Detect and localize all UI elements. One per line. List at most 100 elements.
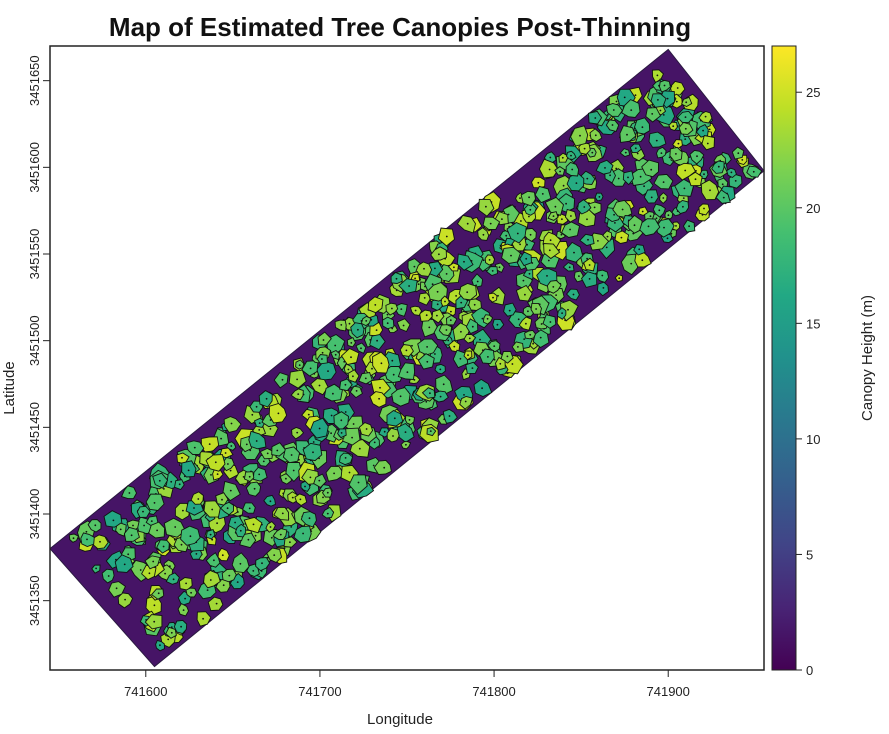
tree-top-point (152, 560, 155, 563)
tree-top-point (247, 538, 250, 541)
tree-top-point (549, 239, 552, 242)
tree-top-point (236, 581, 239, 583)
tree-top-point (170, 631, 173, 634)
tree-crown (369, 334, 386, 351)
tree-top-point (228, 574, 231, 577)
tree-top-point (636, 152, 639, 155)
tree-top-point (400, 308, 403, 310)
tree-crown (619, 125, 637, 143)
y-tick-label: 3451600 (27, 142, 42, 193)
tree-crown (580, 170, 596, 185)
tree-top-point (594, 134, 597, 137)
tree-top-point (643, 185, 645, 188)
tree-top-point (598, 196, 601, 198)
tree-top-point (269, 428, 272, 430)
tree-crown (321, 506, 335, 519)
tree-crown (421, 387, 436, 399)
tree-top-point (650, 168, 653, 171)
tree-top-point (594, 117, 597, 119)
tree-top-point (167, 638, 170, 641)
tree-top-point (405, 349, 408, 352)
tree-top-point (587, 238, 589, 241)
tree-top-point (216, 522, 219, 525)
tree-crown (478, 198, 495, 217)
tree-top-point (627, 176, 629, 179)
tree-crown (566, 172, 585, 192)
tree-top-point (423, 297, 426, 299)
tree-crown (342, 427, 361, 446)
tree-top-point (634, 147, 637, 150)
tree-top-point (467, 354, 469, 356)
tree-top-point (650, 196, 653, 199)
tree-top-point (322, 339, 325, 341)
tree-top-point (529, 333, 532, 336)
tree-top-point (262, 460, 265, 463)
tree-top-point (139, 569, 142, 571)
tree-top-point (414, 309, 417, 312)
tree-top-point (448, 415, 451, 417)
tree-top-point (326, 512, 329, 515)
tree-top-point (634, 94, 637, 97)
tree-top-point (187, 469, 190, 472)
tree-top-point (211, 508, 214, 511)
tree-top-point (662, 197, 665, 199)
tree-top-point (252, 570, 255, 572)
tree-crown (641, 159, 659, 178)
tree-top-point (386, 322, 389, 325)
tree-top-point (343, 360, 346, 363)
tree-top-point (333, 472, 335, 475)
tree-top-point (529, 233, 532, 236)
tree-top-point (222, 584, 225, 587)
tree-top-point (190, 591, 193, 594)
tree-top-point (273, 554, 276, 556)
tree-top-point (221, 554, 224, 557)
tree-top-point (130, 534, 133, 537)
tree-crown (103, 510, 123, 528)
tree-top-point (588, 278, 591, 280)
tree-top-point (667, 214, 670, 217)
tree-top-point (445, 235, 448, 238)
tree-top-point (413, 379, 416, 381)
tree-top-point (423, 267, 425, 270)
tree-top-point (463, 260, 465, 263)
tree-crown (597, 281, 609, 297)
tree-top-point (402, 324, 405, 327)
tree-top-point (541, 193, 544, 195)
tree-top-point (491, 270, 494, 272)
tree-top-point (170, 480, 173, 483)
tree-top-point (730, 171, 733, 174)
tree-top-point (383, 430, 386, 433)
x-tick-label: 741900 (647, 684, 690, 699)
tree-top-point (482, 233, 485, 236)
tree-top-point (380, 362, 383, 365)
y-tick-label: 3451550 (27, 229, 42, 280)
tree-top-point (549, 156, 552, 159)
tree-crown (492, 318, 505, 330)
tree-top-point (392, 373, 395, 376)
tree-top-point (537, 181, 540, 184)
tree-top-point (465, 373, 467, 376)
tree-crown (503, 302, 517, 317)
tree-top-point (626, 133, 628, 136)
tree-top-point (511, 363, 514, 365)
tree-top-point (182, 609, 185, 611)
tree-top-point (439, 368, 442, 371)
y-axis: 3451350 3451400 3451450 3451500 3451550 34516… (27, 55, 50, 626)
tree-crown (515, 284, 533, 302)
tree-top-point (172, 578, 175, 581)
tree-top-point (158, 479, 161, 482)
tree-top-point (428, 326, 431, 329)
tree-crown (643, 189, 659, 204)
tree-top-point (392, 435, 394, 437)
y-tick-label: 3451450 (27, 402, 42, 453)
tree-top-point (298, 364, 301, 366)
tree-top-point (615, 167, 618, 170)
tree-top-point (352, 375, 354, 378)
tree-top-point (208, 443, 211, 445)
tree-top-point (242, 476, 245, 478)
tree-crown (207, 596, 224, 612)
tree-top-point (248, 475, 251, 478)
tree-top-point (662, 181, 665, 184)
tree-top-point (379, 386, 381, 389)
tree-crown (340, 347, 360, 366)
